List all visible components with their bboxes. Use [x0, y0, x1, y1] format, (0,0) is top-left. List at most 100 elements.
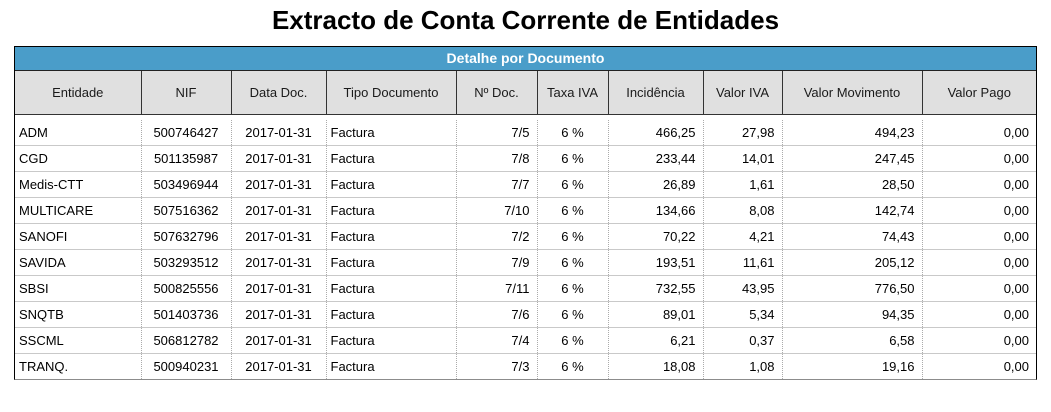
valor-iva-cell: 27,98	[702, 120, 782, 146]
table-row: TRANQ. 500940231 2017-01-31 Factura 7/3 6 % 18…	[15, 353, 1036, 379]
entidade-cell: SSCML	[15, 327, 141, 354]
nif-cell: 500825556	[140, 275, 231, 302]
incidencia-cell: 466,25	[607, 120, 703, 146]
valor-movimento-cell: 19,16	[781, 353, 922, 379]
valor-pago-cell: 0,00	[921, 353, 1036, 379]
data-doc-cell: 2017-01-31	[230, 120, 326, 146]
table-row: SANOFI 507632796 2017-01-31 Factura 7/2 6 % 70…	[15, 223, 1036, 250]
valor-pago-cell: 0,00	[921, 197, 1036, 224]
column-header-n-doc: Nº Doc.	[455, 71, 537, 115]
entidade-cell: TRANQ.	[15, 353, 141, 379]
taxa-iva-cell: 6 %	[536, 301, 608, 328]
valor-iva-cell: 8,08	[702, 197, 782, 224]
entidade-cell: SBSI	[15, 275, 141, 302]
valor-pago-cell: 0,00	[921, 301, 1036, 328]
valor-iva-cell: 11,61	[702, 249, 782, 276]
valor-movimento-cell: 494,23	[781, 120, 922, 146]
valor-pago-cell: 0,00	[921, 327, 1036, 354]
valor-movimento-cell: 6,58	[781, 327, 922, 354]
column-header-valor-iva: Valor IVA	[702, 71, 782, 115]
nif-cell: 507516362	[140, 197, 231, 224]
n-doc-cell: 7/10	[455, 197, 537, 224]
taxa-iva-cell: 6 %	[536, 223, 608, 250]
valor-iva-cell: 1,61	[702, 171, 782, 198]
valor-pago-cell: 0,00	[921, 223, 1036, 250]
n-doc-cell: 7/7	[455, 171, 537, 198]
table-row: MULTICARE 507516362 2017-01-31 Factura 7/10 6…	[15, 197, 1036, 224]
valor-pago-cell: 0,00	[921, 145, 1036, 172]
report-container: Detalhe por Documento Entidade NIF Data Do…	[14, 46, 1037, 380]
column-header-tipo-documento: Tipo Documento	[325, 71, 456, 115]
nif-cell: 500746427	[140, 120, 231, 146]
nif-cell: 501403736	[140, 301, 231, 328]
column-header-nif: NIF	[140, 71, 231, 115]
taxa-iva-cell: 6 %	[536, 327, 608, 354]
valor-pago-cell: 0,00	[921, 249, 1036, 276]
incidencia-cell: 732,55	[607, 275, 703, 302]
nif-cell: 501135987	[140, 145, 231, 172]
n-doc-cell: 7/4	[455, 327, 537, 354]
valor-pago-cell: 0,00	[921, 171, 1036, 198]
incidencia-cell: 233,44	[607, 145, 703, 172]
valor-pago-cell: 0,00	[921, 120, 1036, 146]
taxa-iva-cell: 6 %	[536, 275, 608, 302]
header-body-spacer	[15, 114, 1036, 120]
incidencia-cell: 70,22	[607, 223, 703, 250]
n-doc-cell: 7/11	[455, 275, 537, 302]
column-header-incidencia: Incidência	[607, 71, 703, 115]
entidade-cell: MULTICARE	[15, 197, 141, 224]
tipo-documento-cell: Factura	[325, 301, 456, 328]
valor-iva-cell: 0,37	[702, 327, 782, 354]
tipo-documento-cell: Factura	[325, 249, 456, 276]
valor-pago-cell: 0,00	[921, 275, 1036, 302]
incidencia-cell: 134,66	[607, 197, 703, 224]
tipo-documento-cell: Factura	[325, 275, 456, 302]
entidade-cell: CGD	[15, 145, 141, 172]
column-header-taxa-iva: Taxa IVA	[536, 71, 608, 115]
data-doc-cell: 2017-01-31	[230, 301, 326, 328]
n-doc-cell: 7/3	[455, 353, 537, 379]
valor-iva-cell: 5,34	[702, 301, 782, 328]
incidencia-cell: 26,89	[607, 171, 703, 198]
data-doc-cell: 2017-01-31	[230, 327, 326, 354]
valor-movimento-cell: 74,43	[781, 223, 922, 250]
column-header-entidade: Entidade	[15, 71, 141, 115]
incidencia-cell: 89,01	[607, 301, 703, 328]
band-title: Detalhe por Documento	[15, 47, 1036, 71]
tipo-documento-cell: Factura	[325, 223, 456, 250]
taxa-iva-cell: 6 %	[536, 353, 608, 379]
valor-movimento-cell: 247,45	[781, 145, 922, 172]
data-doc-cell: 2017-01-31	[230, 171, 326, 198]
valor-iva-cell: 4,21	[702, 223, 782, 250]
n-doc-cell: 7/8	[455, 145, 537, 172]
valor-movimento-cell: 776,50	[781, 275, 922, 302]
nif-cell: 500940231	[140, 353, 231, 379]
table-row: SSCML 506812782 2017-01-31 Factura 7/4 6 % 6,2…	[15, 327, 1036, 354]
nif-cell: 503496944	[140, 171, 231, 198]
n-doc-cell: 7/5	[455, 120, 537, 146]
valor-movimento-cell: 205,12	[781, 249, 922, 276]
incidencia-cell: 6,21	[607, 327, 703, 354]
n-doc-cell: 7/6	[455, 301, 537, 328]
taxa-iva-cell: 6 %	[536, 145, 608, 172]
table-row: ADM 500746427 2017-01-31 Factura 7/5 6 % 466,2…	[15, 120, 1036, 146]
entidade-cell: ADM	[15, 120, 141, 146]
table-row: Medis-CTT 503496944 2017-01-31 Factura 7/7 6 …	[15, 171, 1036, 198]
taxa-iva-cell: 6 %	[536, 197, 608, 224]
taxa-iva-cell: 6 %	[536, 171, 608, 198]
valor-movimento-cell: 142,74	[781, 197, 922, 224]
incidencia-cell: 18,08	[607, 353, 703, 379]
column-header-valor-pago: Valor Pago	[921, 71, 1036, 115]
data-doc-cell: 2017-01-31	[230, 223, 326, 250]
documents-table: Entidade NIF Data Doc. Tipo Documento Nº Doc…	[15, 71, 1036, 379]
valor-iva-cell: 43,95	[702, 275, 782, 302]
data-doc-cell: 2017-01-31	[230, 353, 326, 379]
table-row: CGD 501135987 2017-01-31 Factura 7/8 6 % 233,4…	[15, 145, 1036, 172]
table-row: SAVIDA 503293512 2017-01-31 Factura 7/9 6 % 19…	[15, 249, 1036, 276]
valor-iva-cell: 14,01	[702, 145, 782, 172]
valor-movimento-cell: 94,35	[781, 301, 922, 328]
entidade-cell: SAVIDA	[15, 249, 141, 276]
data-doc-cell: 2017-01-31	[230, 197, 326, 224]
valor-movimento-cell: 28,50	[781, 171, 922, 198]
column-header-valor-movimento: Valor Movimento	[781, 71, 922, 115]
